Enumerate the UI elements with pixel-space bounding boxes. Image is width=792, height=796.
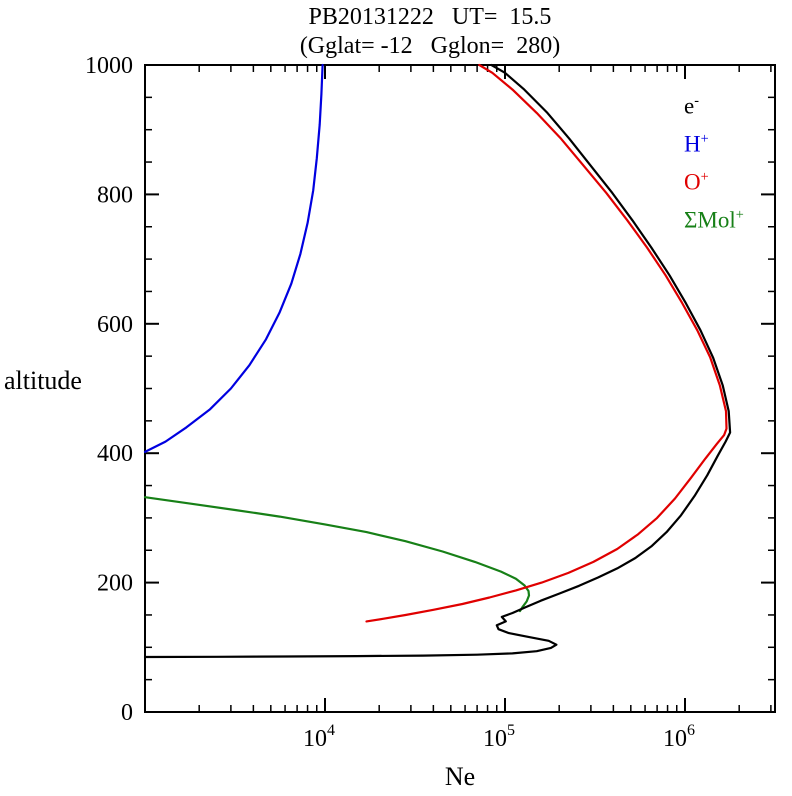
x-axis-label: Ne [444, 762, 476, 791]
y-axis-label: altitude [4, 366, 82, 395]
legend-label-h-plus: H [684, 131, 701, 157]
legend-label-electron: e [684, 93, 695, 119]
legend-sup-o-plus: + [700, 169, 709, 185]
y-tick-label: 600 [97, 312, 133, 338]
chart-subtitle: (Gglat= -12 Gglon= 280) [299, 33, 561, 59]
legend-label-o-plus: O [684, 169, 701, 195]
y-tick-label: 200 [97, 571, 133, 597]
y-tick-label: 0 [121, 700, 133, 726]
x-tick-label: 104 [303, 722, 335, 752]
legend-sup-mol-plus: + [735, 207, 744, 223]
y-tick-label: 400 [97, 441, 133, 467]
chart-title: PB20131222 UT= 15.5 [308, 4, 552, 30]
curve-mol-plus [143, 496, 531, 613]
legend-sup-electron: - [694, 93, 699, 109]
legend-item-o-plus: O+ [684, 170, 744, 208]
y-tick-label: 1000 [85, 53, 133, 79]
legend-item-mol-plus: ΣMol+ [684, 208, 744, 246]
x-tick-label: 105 [483, 722, 515, 752]
legend-item-h-plus: H+ [684, 132, 744, 170]
curve-electron [143, 63, 732, 659]
x-tick-label: 106 [663, 722, 695, 752]
legend-item-electron: e- [684, 94, 744, 132]
legend: e- H+ O+ ΣMol+ [684, 94, 744, 246]
curve-h-plus [143, 63, 324, 453]
y-tick-label: 800 [97, 182, 133, 208]
legend-label-mol-plus: ΣMol [684, 207, 736, 233]
plot-frame [144, 64, 776, 713]
legend-sup-h-plus: + [700, 131, 709, 147]
curve-o-plus [365, 63, 728, 623]
